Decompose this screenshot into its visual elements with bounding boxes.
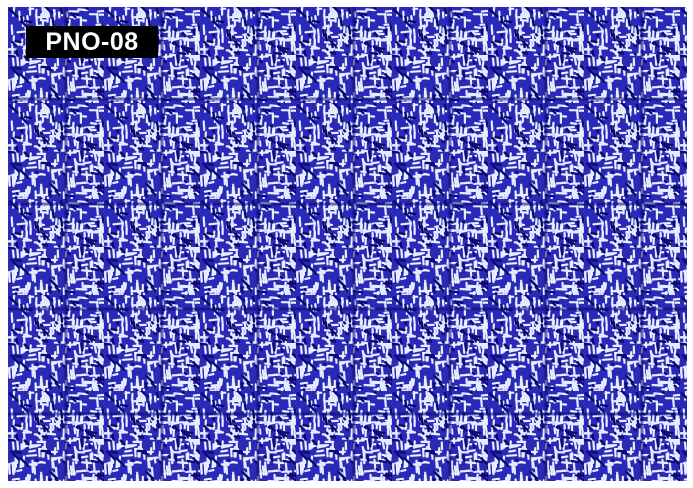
- stereogram-texture-icon: [8, 7, 687, 481]
- image-label: PNO-08: [26, 26, 158, 58]
- stereogram-pattern: [8, 7, 687, 481]
